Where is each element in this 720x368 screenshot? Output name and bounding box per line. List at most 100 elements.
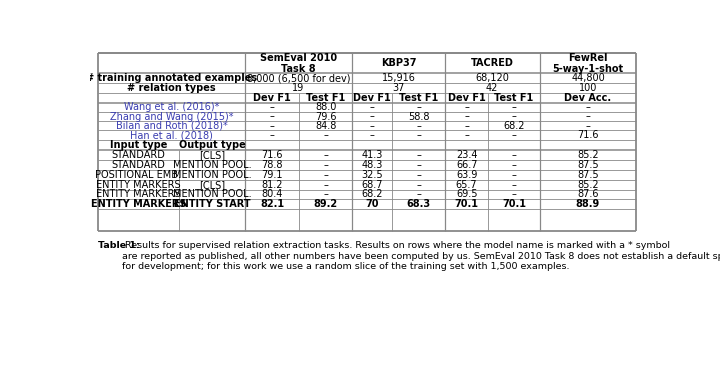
Text: –: – — [464, 121, 469, 131]
Text: 66.7: 66.7 — [456, 160, 477, 170]
Text: Dev F1: Dev F1 — [253, 93, 291, 103]
Text: 41.3: 41.3 — [361, 151, 383, 160]
Text: –: – — [270, 112, 274, 121]
Text: 87.6: 87.6 — [577, 189, 599, 199]
Text: Han et al. (2018): Han et al. (2018) — [130, 130, 213, 140]
Text: 23.4: 23.4 — [456, 151, 477, 160]
Text: –: – — [416, 151, 421, 160]
Text: 68.3: 68.3 — [407, 199, 431, 209]
Text: 80.4: 80.4 — [261, 189, 283, 199]
Text: 68.2: 68.2 — [361, 189, 383, 199]
Text: Zhang and Wang (2015)*: Zhang and Wang (2015)* — [109, 112, 233, 121]
Text: –: – — [323, 170, 328, 180]
Text: 88.0: 88.0 — [315, 102, 336, 112]
Text: –: – — [323, 151, 328, 160]
Text: –: – — [464, 102, 469, 112]
Text: 70.1: 70.1 — [454, 199, 479, 209]
Text: –: – — [416, 189, 421, 199]
Text: [CLS]: [CLS] — [199, 151, 225, 160]
Text: STANDARD: STANDARD — [112, 160, 166, 170]
Text: [CLS]: [CLS] — [199, 180, 225, 190]
Text: 87.5: 87.5 — [577, 170, 599, 180]
Text: 48.3: 48.3 — [361, 160, 383, 170]
Text: 88.9: 88.9 — [576, 199, 600, 209]
Text: FewRel
5-way-1-shot: FewRel 5-way-1-shot — [552, 53, 624, 74]
Text: –: – — [369, 121, 374, 131]
Text: 78.8: 78.8 — [261, 160, 283, 170]
Text: 100: 100 — [579, 83, 597, 93]
Text: 79.1: 79.1 — [261, 170, 283, 180]
Text: ENTITY MARKERS: ENTITY MARKERS — [96, 180, 181, 190]
Text: Test F1: Test F1 — [495, 93, 534, 103]
Text: –: – — [270, 121, 274, 131]
Text: –: – — [323, 180, 328, 190]
Text: –: – — [323, 189, 328, 199]
Text: –: – — [369, 130, 374, 140]
Text: –: – — [464, 112, 469, 121]
Text: 69.5: 69.5 — [456, 189, 477, 199]
Text: –: – — [585, 121, 590, 131]
Text: 19: 19 — [292, 83, 305, 93]
Text: Output type: Output type — [179, 140, 246, 150]
Text: 70: 70 — [365, 199, 379, 209]
Text: –: – — [511, 180, 516, 190]
Text: –: – — [323, 130, 328, 140]
Text: TACRED: TACRED — [471, 59, 513, 68]
Text: –: – — [511, 102, 516, 112]
Text: Bilan and Roth (2018)*: Bilan and Roth (2018)* — [115, 121, 228, 131]
Text: 79.6: 79.6 — [315, 112, 336, 121]
Text: MENTION POOL.: MENTION POOL. — [173, 189, 251, 199]
Text: 81.2: 81.2 — [261, 180, 283, 190]
Text: –: – — [511, 160, 516, 170]
Text: 37: 37 — [392, 83, 405, 93]
Text: –: – — [416, 160, 421, 170]
Text: –: – — [585, 112, 590, 121]
Text: 84.8: 84.8 — [315, 121, 336, 131]
Text: –: – — [416, 121, 421, 131]
Text: –: – — [416, 170, 421, 180]
Text: 89.2: 89.2 — [313, 199, 338, 209]
Text: –: – — [464, 130, 469, 140]
Text: Dev F1: Dev F1 — [448, 93, 485, 103]
Text: –: – — [323, 160, 328, 170]
Text: POSITIONAL EMB.: POSITIONAL EMB. — [96, 170, 181, 180]
Text: Wang et al. (2016)*: Wang et al. (2016)* — [124, 102, 219, 112]
Text: Input type: Input type — [109, 140, 167, 150]
Text: STANDARD: STANDARD — [112, 151, 166, 160]
Text: ENTITY MARKERS: ENTITY MARKERS — [96, 189, 181, 199]
Text: Test F1: Test F1 — [399, 93, 438, 103]
Text: # relation types: # relation types — [127, 83, 216, 93]
Text: –: – — [369, 112, 374, 121]
Text: 65.7: 65.7 — [456, 180, 477, 190]
Text: SemEval 2010
Task 8: SemEval 2010 Task 8 — [260, 53, 337, 74]
Text: –: – — [369, 102, 374, 112]
Text: 68.2: 68.2 — [503, 121, 525, 131]
Text: 8,000 (6,500 for dev): 8,000 (6,500 for dev) — [247, 74, 350, 84]
Text: –: – — [416, 180, 421, 190]
Text: –: – — [270, 102, 274, 112]
Text: 85.2: 85.2 — [577, 151, 599, 160]
Text: # training annotated examples: # training annotated examples — [86, 74, 257, 84]
Text: –: – — [270, 130, 274, 140]
Text: Table 1:: Table 1: — [98, 241, 140, 250]
Text: MENTION POOL.: MENTION POOL. — [173, 160, 251, 170]
Text: 70.1: 70.1 — [502, 199, 526, 209]
Text: 32.5: 32.5 — [361, 170, 383, 180]
Text: ENTITY MARKERS: ENTITY MARKERS — [91, 199, 186, 209]
Text: 71.6: 71.6 — [577, 130, 599, 140]
Text: –: – — [585, 102, 590, 112]
Text: Dev F1: Dev F1 — [354, 93, 391, 103]
Text: 85.2: 85.2 — [577, 180, 599, 190]
Text: –: – — [416, 130, 421, 140]
Text: Test F1: Test F1 — [306, 93, 345, 103]
Text: –: – — [511, 189, 516, 199]
Text: MENTION POOL.: MENTION POOL. — [173, 170, 251, 180]
Text: KBP37: KBP37 — [381, 59, 416, 68]
Text: 68,120: 68,120 — [475, 74, 509, 84]
Text: Results for supervised relation extraction tasks. Results on rows where the mode: Results for supervised relation extracti… — [122, 241, 720, 271]
Text: Dev Acc.: Dev Acc. — [564, 93, 611, 103]
Text: –: – — [511, 170, 516, 180]
Text: 44,800: 44,800 — [571, 74, 605, 84]
Text: 63.9: 63.9 — [456, 170, 477, 180]
Text: 87.5: 87.5 — [577, 160, 599, 170]
